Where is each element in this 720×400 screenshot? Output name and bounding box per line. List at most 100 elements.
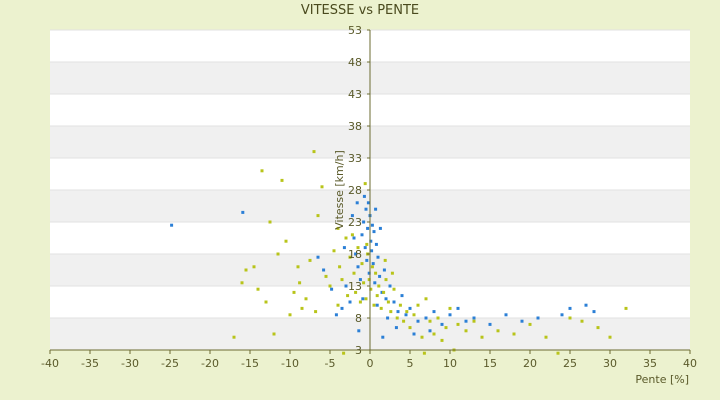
data-point-series-2	[364, 297, 368, 301]
data-point-series-1	[366, 201, 370, 205]
data-point-series-1	[358, 278, 362, 282]
data-point-series-2	[412, 313, 416, 317]
data-point-series-2	[464, 329, 468, 333]
data-point-series-2	[384, 278, 388, 282]
data-point-series-2	[298, 281, 302, 285]
data-point-series-1	[348, 300, 352, 304]
data-point-series-2	[272, 332, 276, 336]
data-point-series-2	[472, 319, 476, 323]
y-tick-label: 33	[348, 152, 362, 165]
data-point-series-2	[568, 316, 572, 320]
data-point-series-2	[280, 178, 284, 182]
data-point-series-1	[334, 313, 338, 317]
data-point-series-2	[408, 326, 412, 330]
data-point-series-2	[363, 182, 367, 186]
y-tick-label: 23	[348, 216, 362, 229]
data-point-series-2	[386, 300, 390, 304]
data-point-series-2	[496, 329, 500, 333]
data-point-series-1	[340, 306, 344, 310]
data-point-series-2	[372, 303, 376, 307]
chart-title: VITESSE vs PENTE	[301, 3, 419, 18]
data-point-series-1	[396, 310, 400, 314]
data-point-series-1	[416, 319, 420, 323]
data-point-series-1	[394, 326, 398, 330]
data-point-series-2	[360, 262, 364, 266]
data-point-series-1	[361, 297, 365, 301]
x-tick-label: 0	[367, 357, 374, 370]
data-point-series-1	[362, 194, 366, 198]
data-point-series-1	[412, 332, 416, 336]
data-point-series-2	[328, 284, 332, 288]
data-point-series-2	[296, 265, 300, 269]
data-point-series-2	[354, 290, 358, 294]
data-point-series-2	[580, 319, 584, 323]
data-point-series-1	[360, 233, 364, 237]
data-point-series-2	[512, 332, 516, 336]
data-point-series-1	[584, 303, 588, 307]
data-point-series-2	[374, 271, 378, 275]
data-point-series-2	[292, 290, 296, 294]
data-point-series-2	[544, 335, 548, 339]
data-point-series-2	[375, 294, 379, 298]
y-tick-label: 28	[348, 184, 362, 197]
data-point-series-2	[348, 255, 352, 259]
data-point-series-2	[389, 310, 393, 314]
data-point-series-1	[352, 236, 356, 240]
data-point-series-2	[264, 300, 268, 304]
data-point-series-2	[369, 287, 373, 291]
data-point-series-1	[357, 329, 361, 333]
data-point-series-2	[240, 281, 244, 285]
data-point-series-1	[404, 313, 408, 317]
data-point-series-2	[314, 310, 318, 314]
data-point-series-1	[568, 306, 572, 310]
data-point-series-1	[370, 223, 374, 227]
data-point-series-2	[256, 287, 260, 291]
x-tick-label: 35	[643, 357, 657, 370]
data-point-series-1	[386, 316, 390, 320]
x-tick-label: 25	[563, 357, 577, 370]
data-point-series-2	[448, 306, 452, 310]
x-tick-label: -35	[81, 357, 99, 370]
data-point-series-2	[528, 322, 532, 326]
data-point-series-2	[424, 297, 428, 301]
data-point-series-1	[432, 310, 436, 314]
data-point-series-1	[380, 290, 384, 294]
data-point-series-2	[244, 268, 248, 272]
y-tick-label: 48	[348, 56, 362, 69]
x-tick-label: -5	[325, 357, 336, 370]
data-point-series-1	[367, 271, 371, 275]
y-tick-label: 43	[348, 88, 362, 101]
data-point-series-2	[367, 278, 371, 282]
data-point-series-2	[420, 335, 424, 339]
data-point-series-1	[448, 313, 452, 317]
data-point-series-2	[336, 226, 340, 230]
y-tick-label: 8	[355, 312, 362, 325]
data-point-series-2	[405, 310, 409, 314]
data-point-series-2	[365, 242, 369, 246]
data-point-series-2	[300, 306, 304, 310]
data-point-series-2	[336, 303, 340, 307]
x-tick-label: -10	[281, 357, 299, 370]
data-point-series-1	[504, 313, 508, 317]
y-tick-label: 18	[348, 248, 362, 261]
data-point-series-2	[377, 284, 381, 288]
data-point-series-1	[342, 246, 346, 250]
x-axis-ticks: -40 -35 -30 -25 -20 -15 -10 -5 0 5 10 15 20 25 30 35 40	[41, 350, 697, 370]
x-tick-label: 30	[603, 357, 617, 370]
data-point-series-1	[378, 274, 382, 278]
data-point-series-1	[350, 214, 354, 218]
data-point-series-1	[408, 306, 412, 310]
data-point-series-2	[416, 303, 420, 307]
data-point-series-2	[352, 271, 356, 275]
x-tick-label: 5	[407, 357, 414, 370]
data-point-series-1	[440, 322, 444, 326]
data-point-series-2	[276, 252, 280, 256]
data-point-series-1	[384, 297, 388, 301]
data-point-series-1	[373, 281, 377, 285]
data-point-series-2	[370, 265, 374, 269]
data-point-series-2	[356, 246, 360, 250]
y-axis-title: Vitesse [km/h]	[333, 150, 346, 230]
data-point-series-2	[316, 214, 320, 218]
